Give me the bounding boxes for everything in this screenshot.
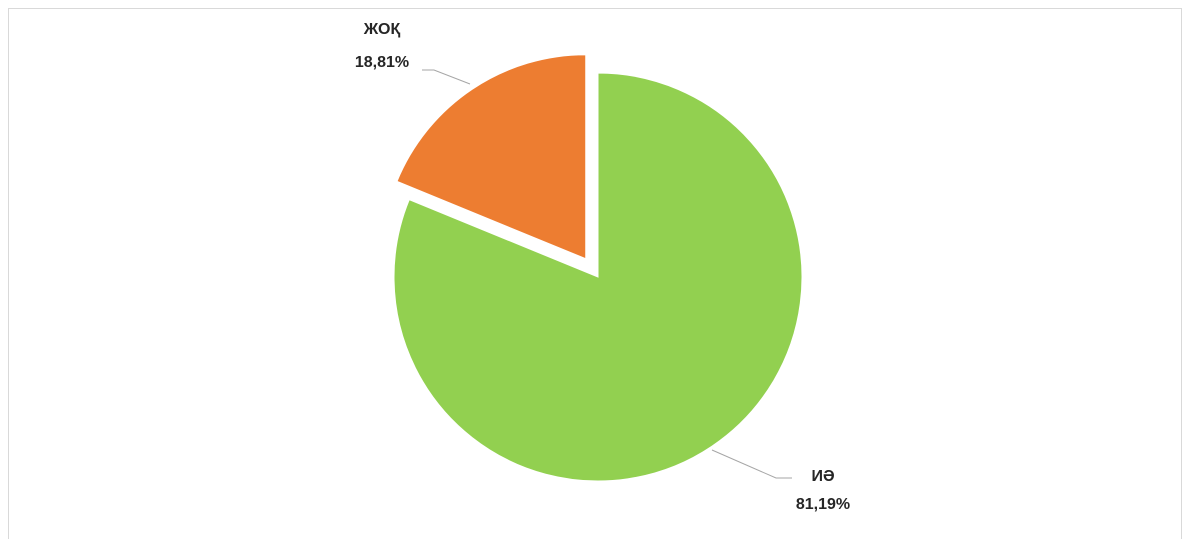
- pie-slice-yes: [393, 72, 803, 482]
- leader-line-yes: [711, 449, 792, 479]
- pie-slice-no: [396, 54, 587, 260]
- slice-label-no-name: ЖОҚ: [363, 21, 401, 38]
- leader-line-no: [422, 69, 471, 85]
- slice-label-yes-name: ИӘ: [811, 468, 834, 485]
- slice-label-no-value: 18,81%: [355, 54, 409, 71]
- slice-label-yes-value: 81,19%: [796, 496, 850, 513]
